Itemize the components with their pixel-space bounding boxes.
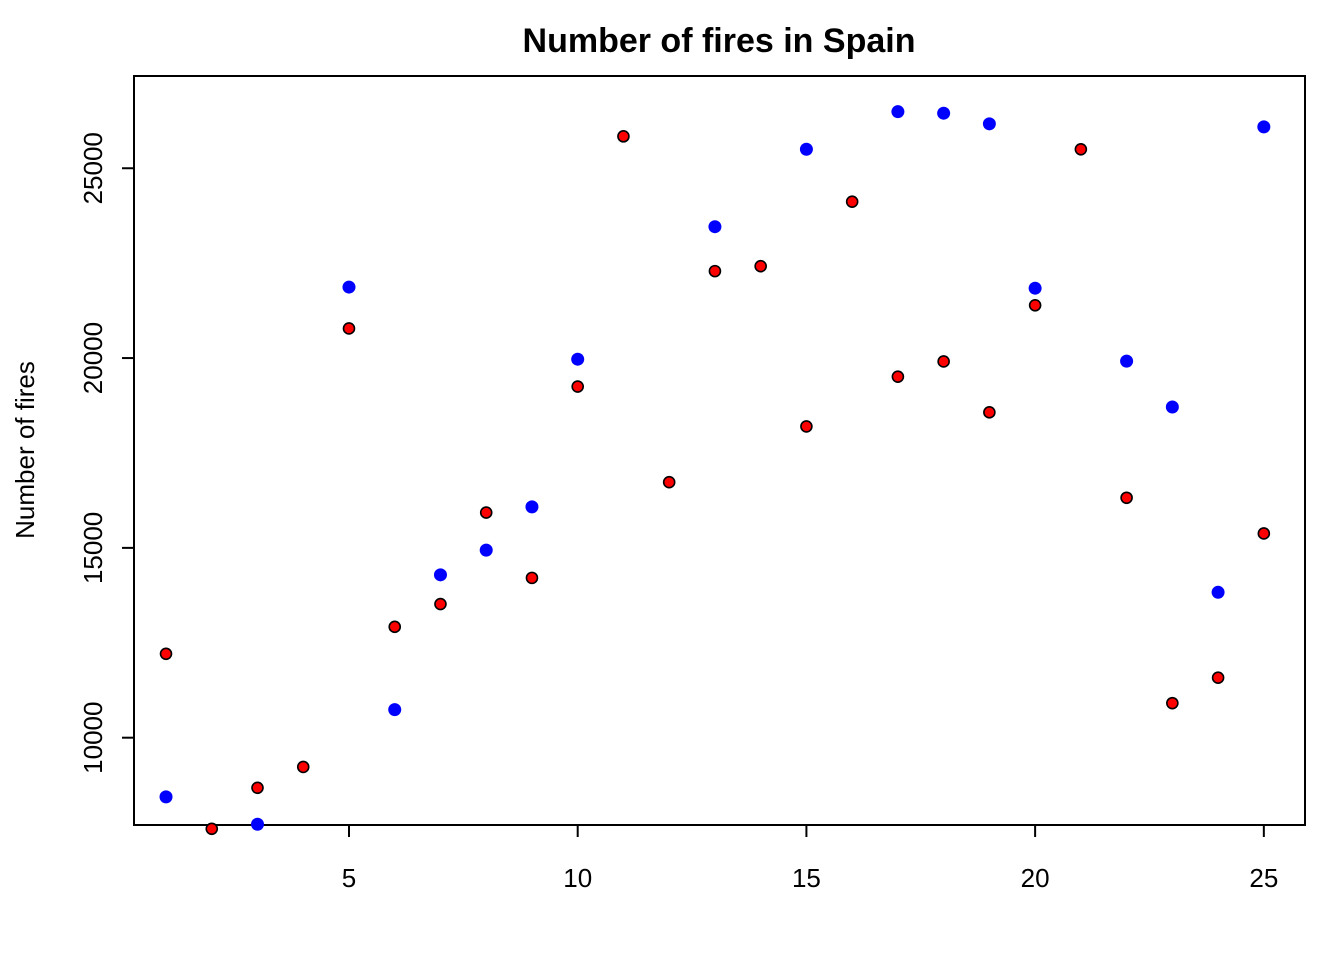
data-point xyxy=(1120,354,1134,368)
data-point xyxy=(342,322,356,335)
data-point xyxy=(983,406,996,419)
data-point xyxy=(1028,298,1042,312)
x-tick-label: 15 xyxy=(792,863,821,893)
data-point xyxy=(1257,120,1271,134)
x-tick-label: 10 xyxy=(563,863,592,893)
data-point xyxy=(1120,491,1133,505)
data-point xyxy=(1166,696,1179,710)
chart-title: Number of fires in Spain xyxy=(523,22,916,60)
plot-frame xyxy=(133,75,1306,826)
data-point xyxy=(982,117,996,131)
data-point xyxy=(1074,142,1088,156)
data-point xyxy=(251,817,265,831)
data-point xyxy=(1211,671,1225,685)
data-point xyxy=(525,571,539,585)
y-tick-label: 10000 xyxy=(78,702,108,774)
data-point xyxy=(937,355,950,368)
data-point xyxy=(251,781,264,795)
data-points xyxy=(159,105,1271,836)
series-1 xyxy=(159,130,1271,836)
data-point xyxy=(205,822,219,836)
y-tick-label: 25000 xyxy=(78,132,108,204)
series-0 xyxy=(159,105,1271,831)
y-axis-label: Number of fires xyxy=(10,361,40,539)
data-point xyxy=(708,264,722,278)
data-point xyxy=(479,543,493,557)
data-point xyxy=(434,597,447,611)
data-point xyxy=(571,380,584,393)
data-point xyxy=(891,370,905,383)
data-point xyxy=(937,106,951,120)
data-point xyxy=(159,790,173,804)
data-point xyxy=(296,760,310,774)
data-point xyxy=(525,500,539,514)
data-point xyxy=(388,703,402,717)
data-point xyxy=(1028,281,1042,295)
data-point xyxy=(1257,527,1271,540)
data-point xyxy=(388,620,402,634)
data-point xyxy=(845,195,859,208)
data-point xyxy=(799,142,813,156)
data-point xyxy=(1165,400,1179,414)
x-axis: 5 10 15 20 25 xyxy=(342,825,1278,893)
data-point xyxy=(1211,585,1225,599)
x-tick-label: 20 xyxy=(1021,863,1050,893)
data-point xyxy=(433,568,447,582)
data-point xyxy=(617,130,630,143)
data-point xyxy=(891,105,905,119)
data-point xyxy=(342,280,356,294)
x-tick-label: 5 xyxy=(342,863,356,893)
data-point xyxy=(800,420,813,433)
data-point xyxy=(754,259,767,273)
data-point xyxy=(479,506,493,519)
x-tick-label: 25 xyxy=(1249,863,1278,893)
data-point xyxy=(708,220,722,234)
y-axis: 10000 15000 20000 25000 xyxy=(78,132,134,774)
data-point xyxy=(571,352,585,366)
data-point xyxy=(159,647,173,661)
y-tick-label: 20000 xyxy=(78,322,108,394)
data-point xyxy=(662,475,676,489)
y-tick-label: 15000 xyxy=(78,512,108,584)
